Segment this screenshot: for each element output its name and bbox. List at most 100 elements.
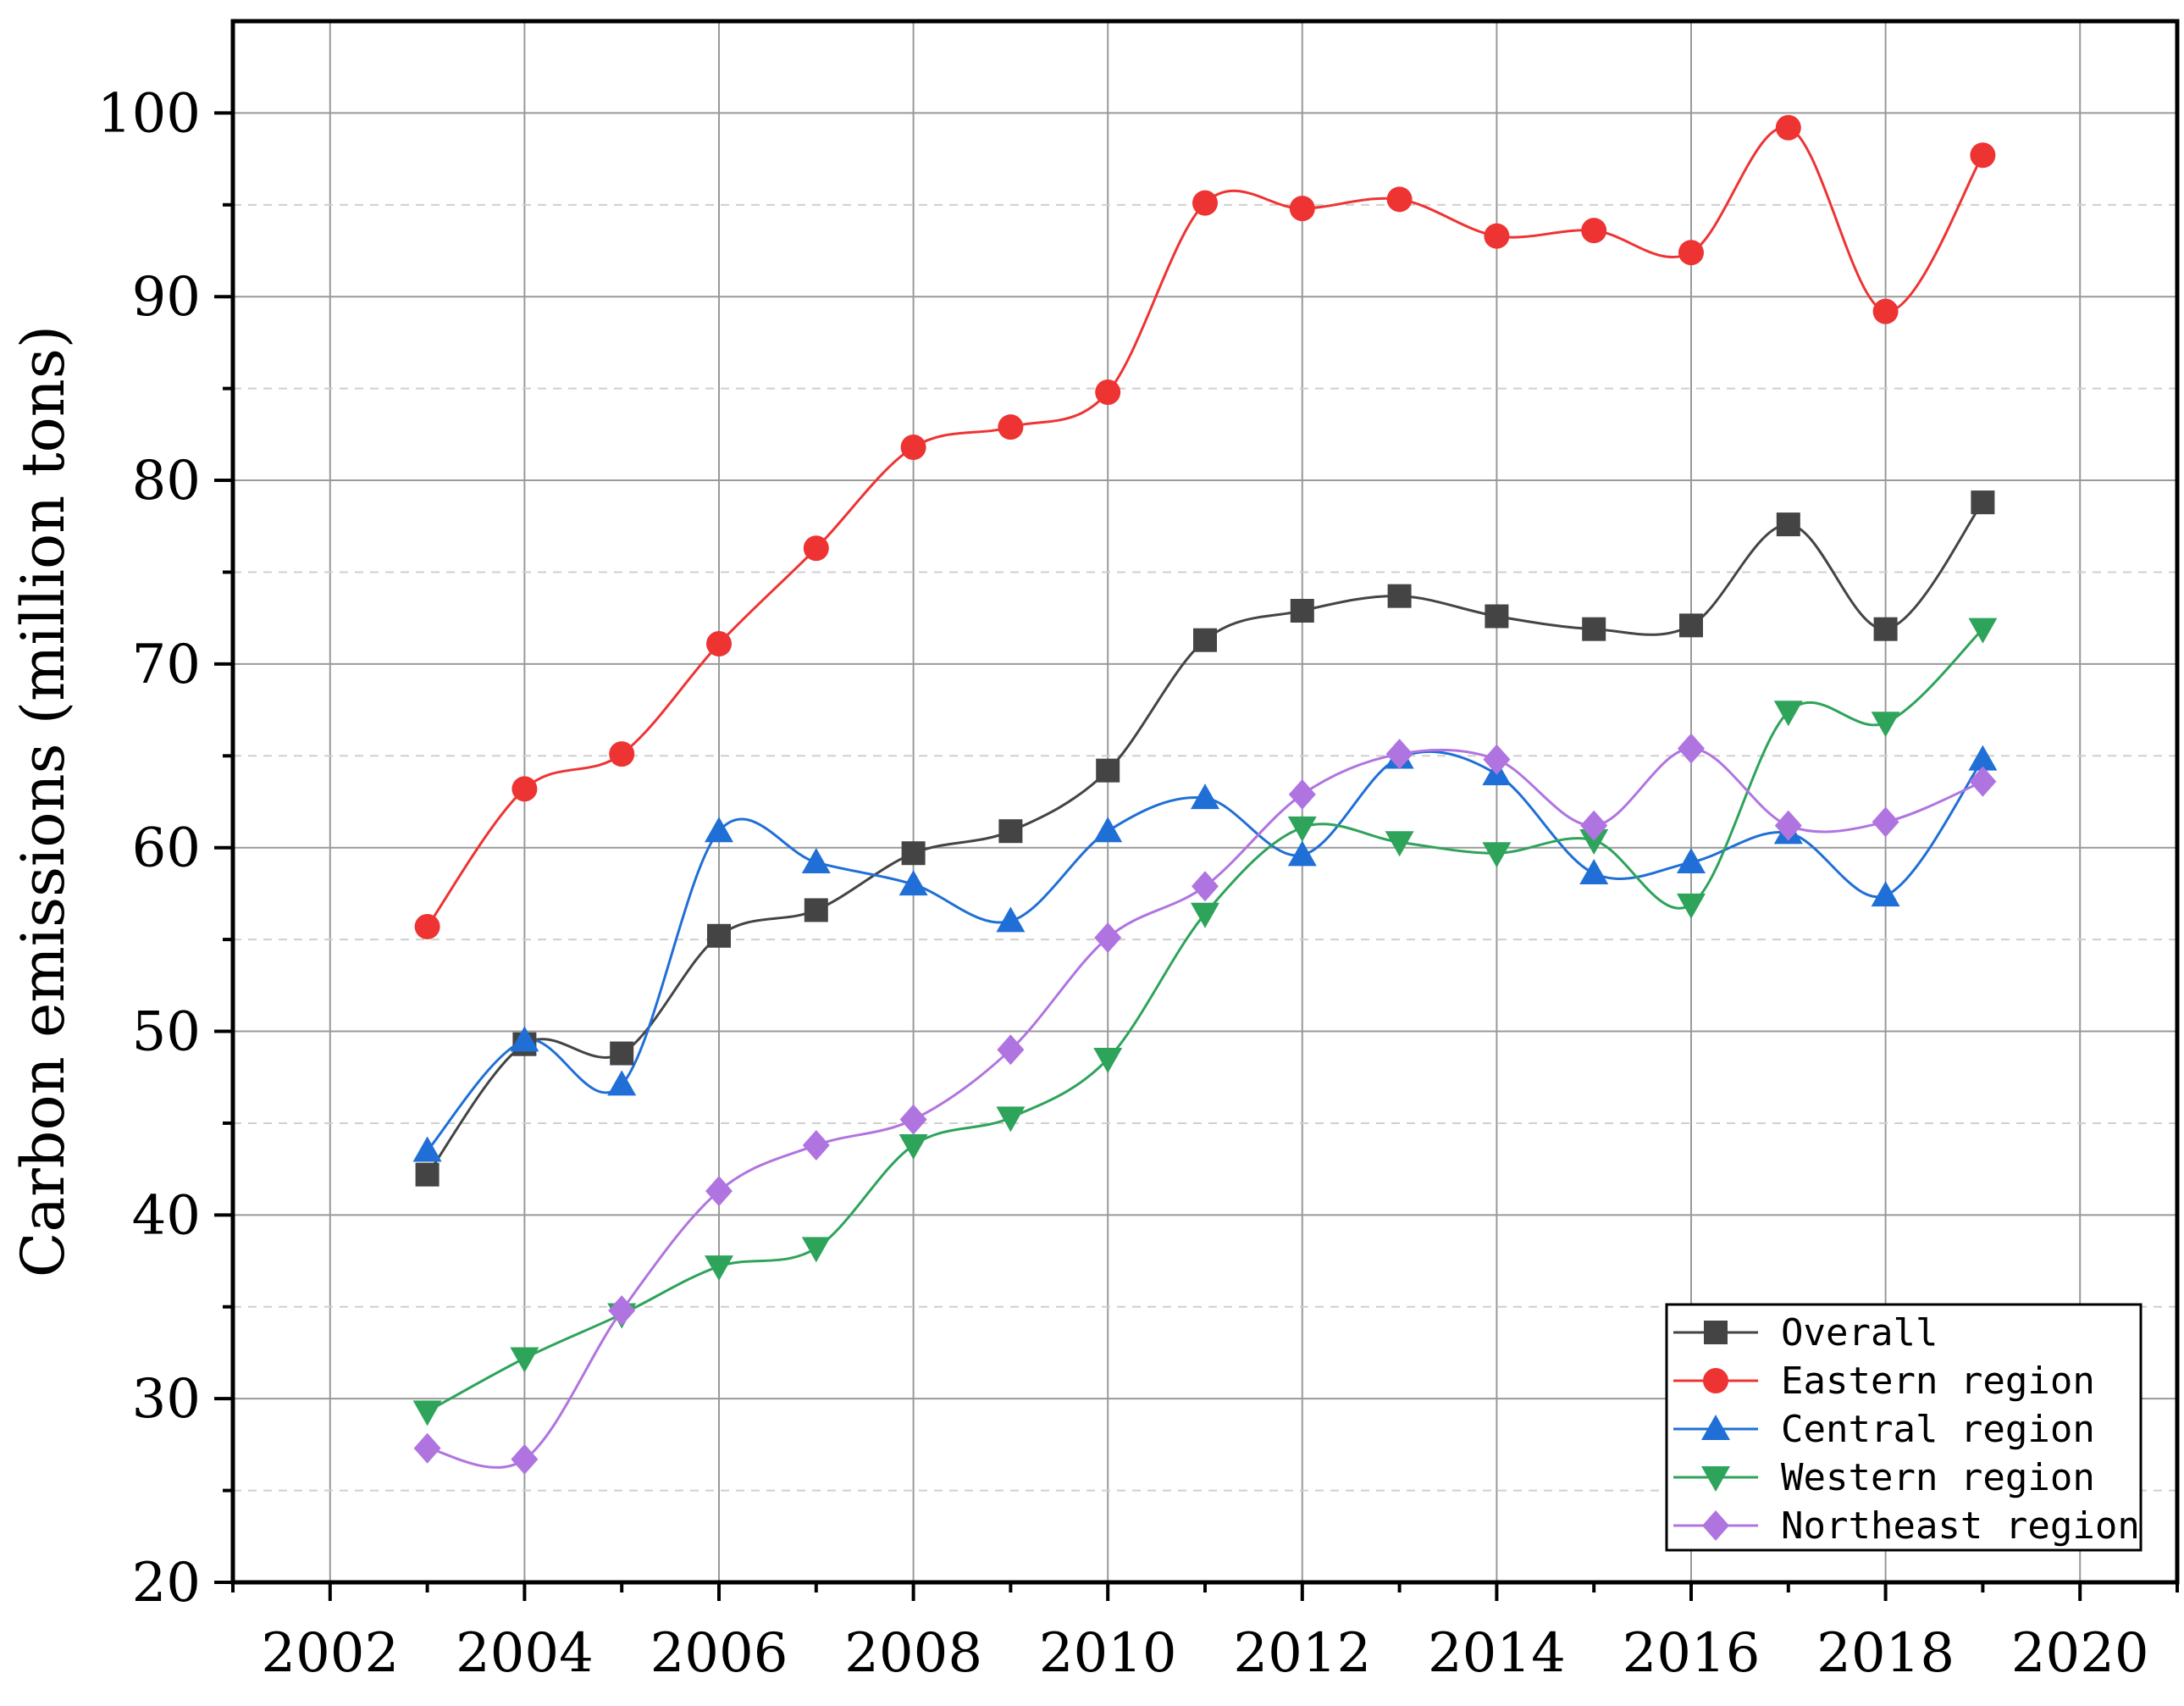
legend-marker-central-region xyxy=(1701,1415,1730,1440)
data-point-eastern-region xyxy=(1386,186,1413,213)
data-point-western-region xyxy=(510,1347,539,1373)
data-point-overall xyxy=(1971,490,1995,515)
data-point-central-region xyxy=(1579,859,1609,885)
data-point-western-region xyxy=(1093,1048,1123,1074)
data-point-western-region xyxy=(1579,829,1609,856)
data-point-western-region xyxy=(1968,618,1998,644)
x-tick-label: 2010 xyxy=(1039,1622,1177,1685)
data-point-northeast-region xyxy=(1385,739,1413,770)
data-point-western-region xyxy=(801,1237,831,1263)
y-tick-label: 80 xyxy=(132,450,201,512)
y-tick-label: 100 xyxy=(97,82,201,145)
series-line-western-region xyxy=(426,628,1984,1413)
x-tick-label: 2018 xyxy=(1816,1622,1955,1685)
y-tick-label: 50 xyxy=(132,1001,201,1064)
data-point-western-region xyxy=(1871,712,1900,738)
data-point-eastern-region xyxy=(900,435,926,461)
data-point-central-region xyxy=(801,848,831,874)
data-point-overall xyxy=(610,1041,634,1066)
y-tick-label: 30 xyxy=(132,1368,201,1431)
data-point-northeast-region xyxy=(705,1176,733,1207)
data-point-western-region xyxy=(898,1133,928,1160)
data-point-northeast-region xyxy=(1969,766,1997,797)
data-point-central-region xyxy=(1677,848,1706,874)
data-point-northeast-region xyxy=(1288,778,1316,810)
data-point-overall xyxy=(1387,584,1412,608)
data-point-northeast-region xyxy=(1094,922,1122,953)
data-point-central-region xyxy=(1871,881,1900,907)
data-point-overall xyxy=(1485,604,1509,629)
data-point-eastern-region xyxy=(998,414,1024,440)
data-point-overall xyxy=(707,923,731,948)
data-point-overall xyxy=(1582,617,1606,641)
data-point-overall xyxy=(1193,628,1217,652)
legend-marker-overall xyxy=(1704,1321,1728,1344)
data-point-eastern-region xyxy=(1872,298,1899,324)
x-tick-label: 2008 xyxy=(844,1622,982,1685)
data-point-northeast-region xyxy=(899,1104,927,1135)
data-point-eastern-region xyxy=(1775,114,1801,141)
data-point-eastern-region xyxy=(609,741,635,767)
data-point-central-region xyxy=(898,870,928,896)
legend-label-central-region: Central region xyxy=(1781,1408,2095,1451)
data-point-northeast-region xyxy=(802,1129,830,1160)
data-point-northeast-region xyxy=(1580,810,1608,841)
legend: Overall Eastern region Central region Weste… xyxy=(1665,1303,2143,1552)
data-point-central-region xyxy=(1968,745,1998,771)
data-point-central-region xyxy=(412,1136,442,1162)
data-point-eastern-region xyxy=(1192,190,1218,216)
data-point-overall xyxy=(1290,599,1314,623)
data-point-eastern-region xyxy=(414,913,440,939)
x-tick-label: 2004 xyxy=(456,1622,594,1685)
data-point-central-region xyxy=(510,1026,539,1052)
data-point-eastern-region xyxy=(1678,240,1704,266)
data-point-overall xyxy=(1873,617,1898,641)
data-point-eastern-region xyxy=(803,535,829,562)
data-point-northeast-region xyxy=(1774,810,1802,841)
data-point-northeast-region xyxy=(1872,806,1899,838)
data-point-overall xyxy=(901,841,926,866)
x-tick-label: 2020 xyxy=(2011,1622,2149,1685)
y-axis-title: Carbon emissions (million tons) xyxy=(8,325,78,1277)
data-point-overall xyxy=(1096,758,1120,783)
data-point-central-region xyxy=(996,906,1026,933)
data-point-central-region xyxy=(607,1070,637,1096)
x-tick-label: 2006 xyxy=(650,1622,788,1685)
data-point-central-region xyxy=(1287,840,1317,867)
legend-label-eastern-region: Eastern region xyxy=(1781,1360,2095,1403)
axes: 2002 2004 2006 2008 2010 2012 2014 2016 2018 2020… xyxy=(97,82,2179,1685)
data-point-northeast-region xyxy=(1192,871,1219,902)
data-point-northeast-region xyxy=(413,1432,441,1464)
x-tick-label: 2016 xyxy=(1623,1622,1761,1685)
x-tick-label: 2002 xyxy=(261,1622,399,1685)
y-tick-label: 40 xyxy=(132,1184,201,1247)
y-tick-label: 20 xyxy=(132,1552,201,1615)
data-point-western-region xyxy=(1385,831,1414,857)
legend-label-northeast-region: Northeast region xyxy=(1781,1504,2140,1548)
data-point-central-region xyxy=(705,817,733,843)
series-markers xyxy=(412,114,1998,1475)
data-point-eastern-region xyxy=(1581,218,1607,244)
data-point-overall xyxy=(804,898,828,922)
data-point-overall xyxy=(998,819,1023,844)
legend-marker-western-region xyxy=(1701,1466,1730,1492)
legend-label-overall: Overall xyxy=(1781,1311,1938,1354)
data-point-western-region xyxy=(705,1255,733,1282)
series-line-central-region xyxy=(426,750,1984,1152)
data-point-eastern-region xyxy=(1484,223,1510,249)
x-tick-label: 2012 xyxy=(1233,1622,1371,1685)
data-point-western-region xyxy=(1677,893,1706,919)
legend-marker-northeast-region xyxy=(1702,1510,1729,1541)
data-point-northeast-region xyxy=(1483,744,1511,775)
legend-box xyxy=(1665,1303,2143,1552)
data-point-western-region xyxy=(1191,902,1219,928)
y-tick-label: 60 xyxy=(132,817,201,880)
data-point-overall xyxy=(1679,613,1703,638)
data-point-central-region xyxy=(1093,817,1123,843)
x-tick-label: 2014 xyxy=(1428,1622,1566,1685)
data-point-northeast-region xyxy=(1678,733,1705,764)
data-point-eastern-region xyxy=(706,631,732,657)
y-tick-label: 90 xyxy=(132,266,201,329)
